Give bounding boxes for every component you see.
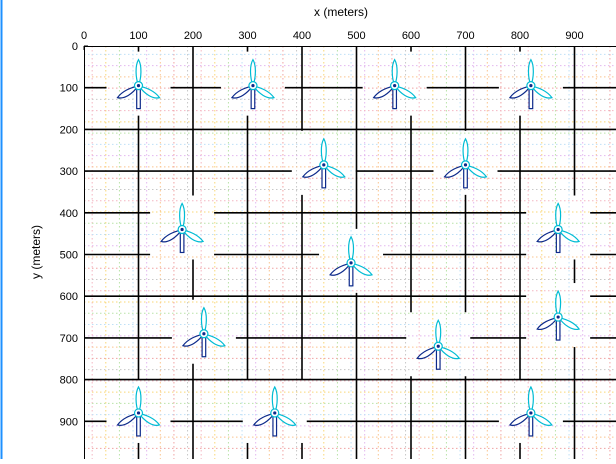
wind-turbine-icon xyxy=(116,386,161,437)
y-tick-labels: 0 100 200 300 400 500 600 700 800 900 xyxy=(60,41,78,428)
x-tick-label: 800 xyxy=(511,30,529,42)
x-tick-label: 200 xyxy=(184,30,202,42)
x-tick-label: 400 xyxy=(293,30,311,42)
wind-turbine-icon xyxy=(329,236,373,287)
x-tick-label: 500 xyxy=(347,30,365,42)
wind-turbine-icon xyxy=(253,386,297,437)
wind-turbine-icon xyxy=(373,59,417,110)
y-tick-label: 400 xyxy=(60,208,78,220)
wind-turbine-icon xyxy=(443,138,488,189)
x-tick-label: 700 xyxy=(456,30,474,42)
wind-turbine-icon xyxy=(160,202,204,254)
grid-minor xyxy=(84,46,616,459)
y-tick-label: 900 xyxy=(60,416,78,428)
wind-turbine-icon xyxy=(536,290,580,341)
x-tick-label: 600 xyxy=(402,30,420,42)
wind-turbine-icon xyxy=(302,138,346,189)
y-axis-title: y (meters) xyxy=(29,225,43,279)
wind-turbine-icon xyxy=(116,59,161,110)
y-tick-label: 200 xyxy=(60,124,78,136)
wind-turbine-icon xyxy=(182,307,226,358)
y-tick-label: 500 xyxy=(60,250,78,262)
x-axis-title: x (meters) xyxy=(314,5,368,19)
grid-major xyxy=(84,46,616,459)
y-tick-label: 800 xyxy=(60,375,78,387)
x-tick-label: 0 xyxy=(81,30,87,42)
x-tick-label: 100 xyxy=(129,30,147,42)
y-tick-label: 600 xyxy=(60,291,78,303)
wind-turbine-icon xyxy=(509,59,553,110)
y-tick-label: 700 xyxy=(60,333,78,345)
x-tick-label: 900 xyxy=(565,30,583,42)
y-tick-label: 100 xyxy=(60,83,78,95)
y-tick-label: 0 xyxy=(72,41,78,53)
wind-turbine-icon xyxy=(231,59,275,110)
y-tick-label: 300 xyxy=(60,166,78,178)
wind-turbine-icon xyxy=(416,319,460,370)
wind-turbine-icon xyxy=(509,386,553,437)
wind-turbine-icon xyxy=(536,202,580,254)
axis-ticks xyxy=(83,45,575,422)
x-tick-label: 300 xyxy=(238,30,256,42)
x-tick-labels: 0 100 200 300 400 500 600 700 800 900 xyxy=(81,30,584,42)
